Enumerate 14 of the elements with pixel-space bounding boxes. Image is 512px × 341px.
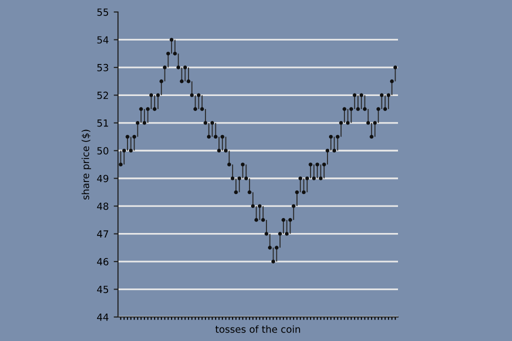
y-tick-label: 54 xyxy=(97,36,108,44)
y-tick-label: 46 xyxy=(97,258,108,266)
y-tick-label: 47 xyxy=(97,230,108,238)
y-tick-label: 53 xyxy=(97,64,108,72)
y-tick-label: 44 xyxy=(97,314,108,321)
y-tick-label: 48 xyxy=(97,202,108,210)
y-tick-label: 52 xyxy=(97,92,108,100)
y-axis-title: share price ($) xyxy=(82,130,92,200)
y-tick-label: 51 xyxy=(97,120,108,127)
y-tick-label: 45 xyxy=(97,286,108,294)
y-tick-label: 49 xyxy=(97,174,108,182)
x-axis-title: tosses of the coin xyxy=(215,325,300,333)
y-tick-label: 55 xyxy=(97,8,108,16)
y-tick-label: 50 xyxy=(97,147,108,154)
